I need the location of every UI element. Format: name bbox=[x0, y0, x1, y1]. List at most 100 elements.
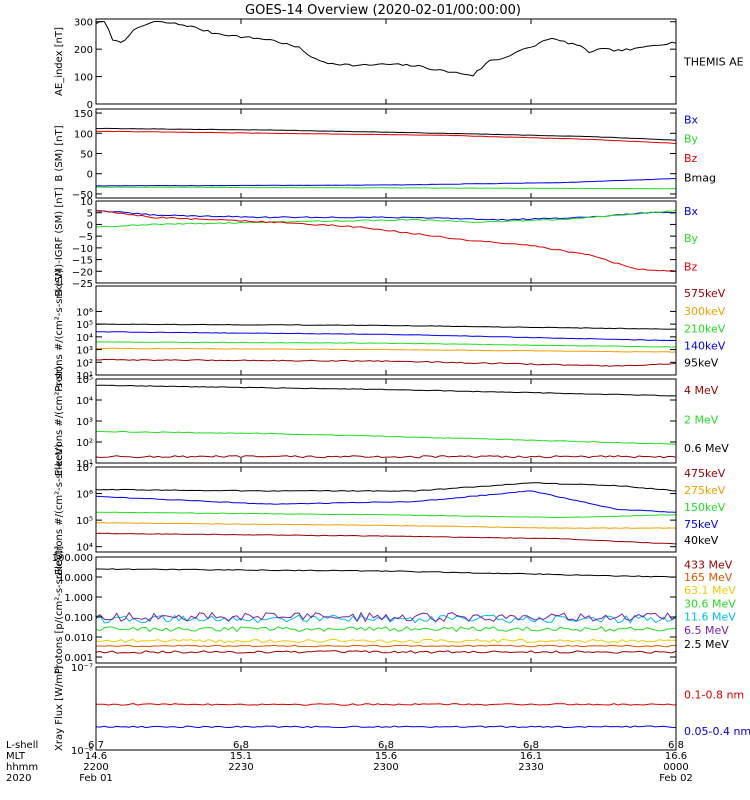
x-tick-label: 6.7 bbox=[88, 740, 104, 751]
series-line-475kev bbox=[95, 532, 677, 545]
y-tick-label: 10⁴ bbox=[76, 543, 93, 554]
y-tick-label: −5 bbox=[78, 232, 93, 243]
panel-5: 4 MeV 2 MeV 0.6 MeV 10¹ 10² 10³ 10⁴ 10⁵ Electron… bbox=[54, 366, 729, 476]
x-tick-label: 2200 bbox=[83, 762, 108, 773]
y-tick-label: 100 bbox=[74, 129, 93, 140]
y-axis-label: Xray Flux [W/m²] bbox=[54, 666, 65, 751]
series-line-bmag bbox=[95, 127, 677, 141]
legend-label: 0.6 MeV bbox=[684, 442, 729, 455]
legend-label: 2.5 MeV bbox=[684, 638, 729, 651]
legend-label: 475keV bbox=[684, 467, 726, 480]
y-tick-label: 100.000 bbox=[52, 553, 93, 564]
legend-label: Bx bbox=[684, 205, 699, 218]
series-line-2-5-mev bbox=[96, 568, 677, 578]
y-tick-label: 10² bbox=[76, 438, 93, 449]
y-axis-label: AE_index [nT] bbox=[54, 27, 65, 96]
legend-label: Bmag bbox=[684, 172, 716, 185]
x-tick-label: 0000 bbox=[663, 762, 688, 773]
series-line-210kev bbox=[95, 341, 677, 348]
x-tick-label: 6.8 bbox=[378, 740, 394, 751]
legend-label: 2 MeV bbox=[684, 413, 719, 426]
series-line-4-mev bbox=[95, 455, 677, 459]
series-line-30-6-mev bbox=[95, 625, 677, 633]
x-tick-label: 2330 bbox=[518, 762, 543, 773]
legend-label: 300keV bbox=[684, 305, 726, 318]
series-line-75kev bbox=[95, 490, 677, 513]
series-line-by bbox=[96, 186, 677, 190]
y-tick-label: 10⁻⁸ bbox=[71, 746, 93, 757]
y-tick-label: 0.010 bbox=[64, 633, 93, 644]
x-tick-label: 2300 bbox=[373, 762, 398, 773]
legend-label: 4 MeV bbox=[684, 384, 719, 397]
y-tick-label: 10⁵ bbox=[76, 516, 93, 527]
series-line-bz bbox=[95, 210, 677, 272]
y-tick-label: 150 bbox=[74, 109, 93, 120]
legend-label: By bbox=[684, 132, 699, 145]
legend-label: 210keV bbox=[684, 323, 726, 336]
series-line-by bbox=[95, 209, 677, 228]
series-line-300kev bbox=[95, 347, 677, 353]
panel-1: THEMIS AE 0 100 200 300 AE_index [nT] bbox=[54, 18, 744, 111]
figure-title: GOES-14 Overview (2020-02-01/00:00:00) bbox=[245, 3, 521, 18]
y-tick-label: 10¹ bbox=[76, 459, 93, 470]
y-tick-label: 10¹ bbox=[76, 371, 93, 382]
y-tick-label: 10⁵ bbox=[76, 320, 93, 331]
y-tick-label: 10⁴ bbox=[76, 333, 93, 344]
legend-label: 575keV bbox=[684, 287, 726, 300]
panel-frame bbox=[95, 285, 677, 376]
legend-label: 0.1-0.8 nm bbox=[684, 688, 744, 701]
series-line-0-05-0-4-nm bbox=[95, 725, 677, 729]
x-row-label: hhmm bbox=[6, 762, 38, 773]
panel-frame bbox=[95, 466, 677, 553]
y-tick-label: 0 bbox=[87, 100, 93, 111]
legend-label: 140keV bbox=[684, 340, 726, 353]
series-line-6-5-mev bbox=[95, 611, 677, 623]
y-tick-label: 5 bbox=[87, 209, 93, 220]
y-tick-label: 10³ bbox=[76, 346, 93, 357]
x-tick-label: 14.6 bbox=[85, 751, 107, 762]
series-line-bx bbox=[95, 178, 676, 187]
panel-frame bbox=[95, 378, 677, 464]
series-line-433-mev bbox=[95, 650, 677, 654]
series-line-bx bbox=[95, 210, 677, 221]
y-tick-label: 10⁷ bbox=[76, 463, 93, 474]
legend-label: 0.05-0.4 nm bbox=[684, 725, 750, 738]
x-row-label: MLT bbox=[6, 751, 26, 762]
legend-label: 11.6 MeV bbox=[684, 610, 736, 623]
y-tick-label: 10⁴ bbox=[76, 396, 93, 407]
series-line-0-1-0-8-nm bbox=[96, 702, 677, 706]
y-tick-label: −15 bbox=[72, 256, 93, 267]
x-tick-label: 6.8 bbox=[523, 740, 539, 751]
y-tick-label: 0.100 bbox=[64, 613, 93, 624]
legend-label: 275keV bbox=[684, 484, 726, 497]
series-line-2-mev bbox=[95, 430, 677, 445]
legend-label: THEMIS AE bbox=[683, 56, 744, 69]
y-tick-label: 10³ bbox=[76, 417, 93, 428]
series-line-140kev bbox=[95, 331, 677, 342]
x-tick-label: 16.6 bbox=[665, 751, 687, 762]
series-line-63-1-mev bbox=[95, 638, 677, 644]
x-tick-label: 15.6 bbox=[375, 751, 397, 762]
y-tick-label: −50 bbox=[72, 190, 93, 201]
x-tick-label: Feb 01 bbox=[79, 773, 113, 784]
x-tick-label: Feb 02 bbox=[659, 773, 693, 784]
legend-label: Bx bbox=[684, 114, 699, 127]
legend-label: 40keV bbox=[684, 534, 719, 547]
y-axis-label: B (SM) [nT] bbox=[54, 125, 65, 181]
legend-label: 30.6 MeV bbox=[684, 598, 736, 611]
legend-label: By bbox=[684, 232, 699, 245]
panel-frame bbox=[95, 18, 677, 105]
y-tick-label: 0 bbox=[87, 170, 93, 181]
y-axis-label: Protons #/(cm²-s-sr-keV) bbox=[54, 269, 65, 392]
y-tick-label: 10² bbox=[76, 358, 93, 369]
y-axis-label: B (SM)-IGRF (SM) [nT] bbox=[54, 187, 65, 296]
series-line-575kev bbox=[95, 358, 677, 367]
y-tick-label: 0.001 bbox=[64, 653, 93, 664]
panel-8: 0.1-0.8 nm 0.05-0.4 nm 10⁻⁸ 10⁻⁷ Xray Flux [… bbox=[54, 663, 750, 757]
panel-frame bbox=[95, 200, 677, 284]
y-axis-label: Electrons #/(cm²-s-sr-keV) bbox=[54, 444, 65, 575]
legend-label: Bz bbox=[684, 152, 698, 165]
y-tick-label: 50 bbox=[80, 150, 93, 161]
